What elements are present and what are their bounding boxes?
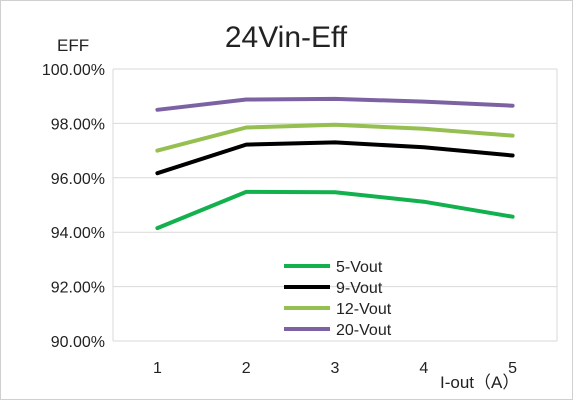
legend: 5-Vout 9-Vout 12-Vout 20-Vout (284, 259, 392, 339)
y-tick-label: 92.00% (51, 280, 105, 297)
legend-label: 9-Vout (336, 280, 383, 297)
y-tick-label: 100.00% (42, 62, 105, 79)
x-axis-ticks: 1 2 3 4 5 (153, 360, 517, 377)
y-axis-ticks: 90.00% 92.00% 94.00% 96.00% 98.00% 100.00% (42, 62, 105, 351)
chart-title: 24Vin-Eff (225, 21, 348, 54)
x-tick-label: 2 (242, 360, 251, 377)
x-tick-label: 1 (153, 360, 162, 377)
series-line-5-vout (155, 189, 515, 231)
series-line-9-vout (155, 140, 515, 176)
legend-label: 12-Vout (336, 301, 392, 318)
x-axis-label: I-out（A） (440, 373, 519, 392)
x-tick-label: 3 (331, 360, 340, 377)
x-tick-label: 5 (508, 360, 517, 377)
gridlines (112, 68, 558, 342)
legend-label: 20-Vout (336, 322, 392, 339)
data-series (155, 96, 515, 231)
series-line-12-vout (155, 122, 515, 153)
y-tick-label: 94.00% (51, 225, 105, 242)
y-tick-label: 98.00% (51, 116, 105, 133)
x-tick-label: 4 (419, 360, 428, 377)
series-line-20-vout (155, 96, 515, 112)
y-axis-label: EFF (57, 36, 89, 55)
y-tick-label: 96.00% (51, 171, 105, 188)
y-tick-label: 90.00% (51, 334, 105, 351)
legend-label: 5-Vout (336, 259, 383, 276)
